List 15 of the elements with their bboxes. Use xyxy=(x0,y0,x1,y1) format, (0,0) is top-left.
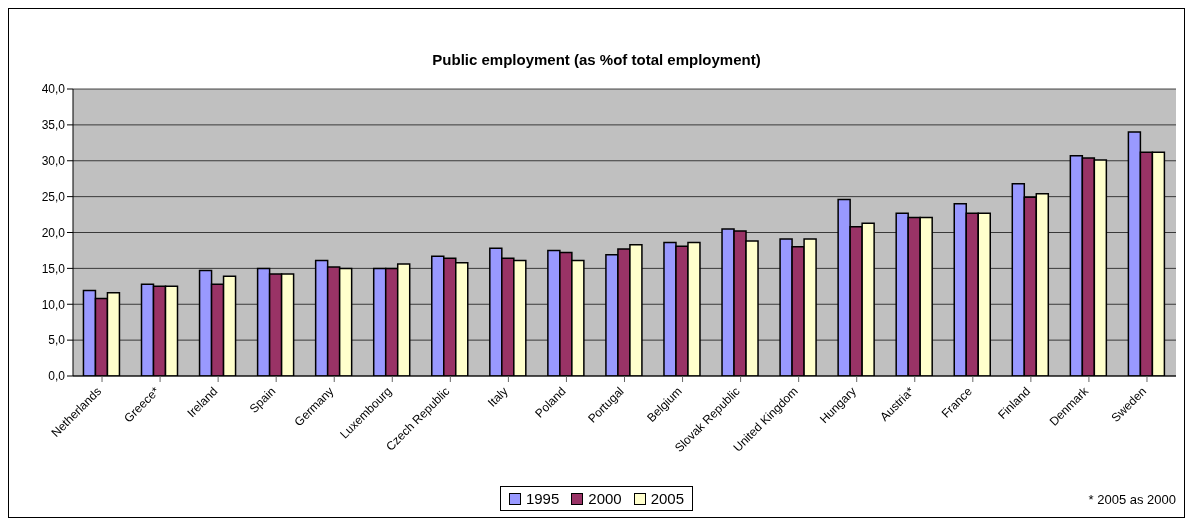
y-tick-label: 0,0 xyxy=(48,369,66,384)
y-tick-label: 25,0 xyxy=(41,189,66,204)
y-tick-label: 20,0 xyxy=(41,225,66,240)
y-tick-label: 5,0 xyxy=(48,333,66,348)
chart-title: Public employment (as %of total employment) xyxy=(431,51,762,68)
legend-label: 1995 xyxy=(525,490,560,507)
legend-label: 2000 xyxy=(588,490,622,507)
y-tick-label: 15,0 xyxy=(41,261,66,276)
y-tick-label: 40,0 xyxy=(41,82,66,97)
y-tick-label: 10,0 xyxy=(41,297,66,312)
y-tick-label: 35,0 xyxy=(41,118,66,133)
y-tick-label: 30,0 xyxy=(41,154,66,169)
text: * 2005 as 2000 xyxy=(1088,492,1176,507)
legend-label: 2005 xyxy=(650,490,685,507)
x-tick-label: Italy xyxy=(485,384,511,410)
